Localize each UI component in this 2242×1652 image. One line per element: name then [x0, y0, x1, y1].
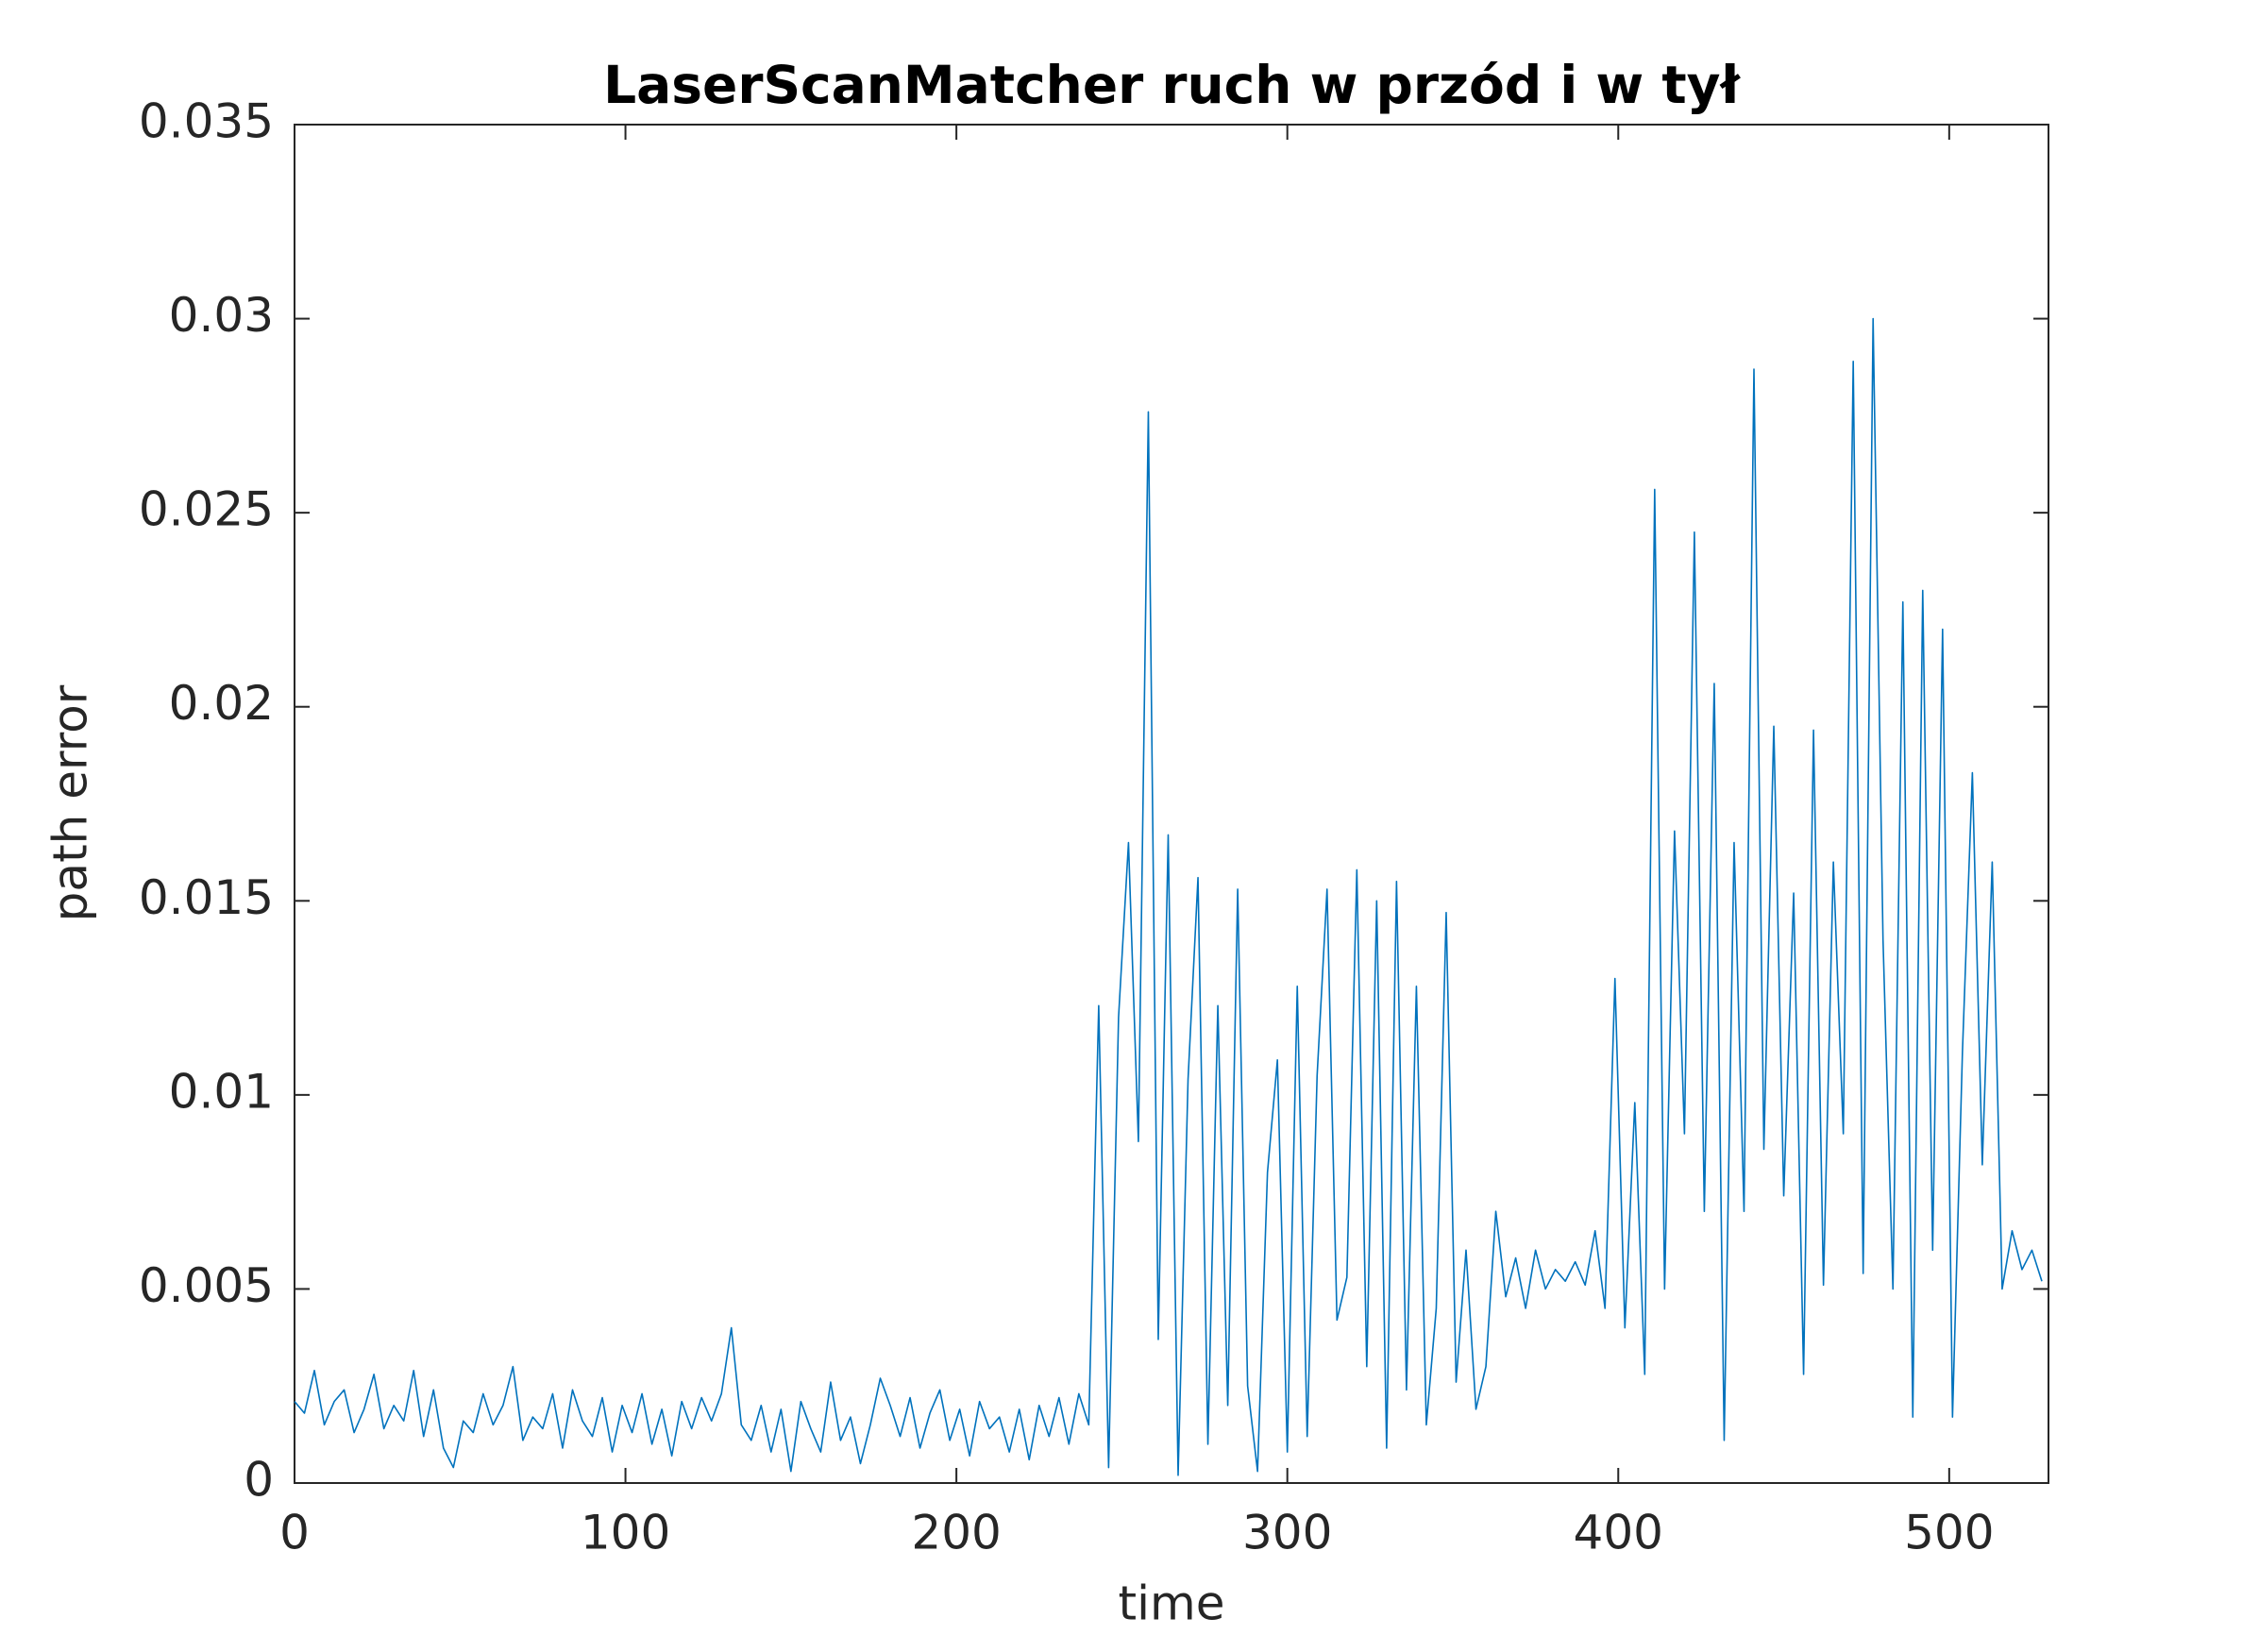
y-tick-label: 0.02: [169, 676, 274, 731]
axes-box: [294, 124, 2049, 1484]
y-tick-label: 0.015: [139, 870, 274, 925]
data-line: [294, 317, 2043, 1476]
y-tick-label: 0: [244, 1453, 274, 1508]
x-tick-label: 400: [1574, 1506, 1663, 1560]
chart-title: LaserScanMatcher ruch w przód i w tył: [603, 55, 1741, 115]
x-tick-label: 500: [1904, 1506, 1994, 1560]
y-tick-label: 0.005: [139, 1258, 274, 1313]
y-tick-label: 0.035: [139, 94, 274, 149]
x-tick-label: 300: [1242, 1506, 1332, 1560]
x-tick-label: 100: [581, 1506, 670, 1560]
x-tick-label: 200: [911, 1506, 1001, 1560]
y-tick-label: 0.025: [139, 482, 274, 537]
y-axis-label: path error: [43, 684, 98, 921]
y-tick-label: 0.01: [169, 1064, 274, 1119]
y-tick-label: 0.03: [169, 288, 274, 343]
x-tick-label: 0: [279, 1506, 310, 1560]
x-axis-label: time: [1119, 1576, 1225, 1631]
